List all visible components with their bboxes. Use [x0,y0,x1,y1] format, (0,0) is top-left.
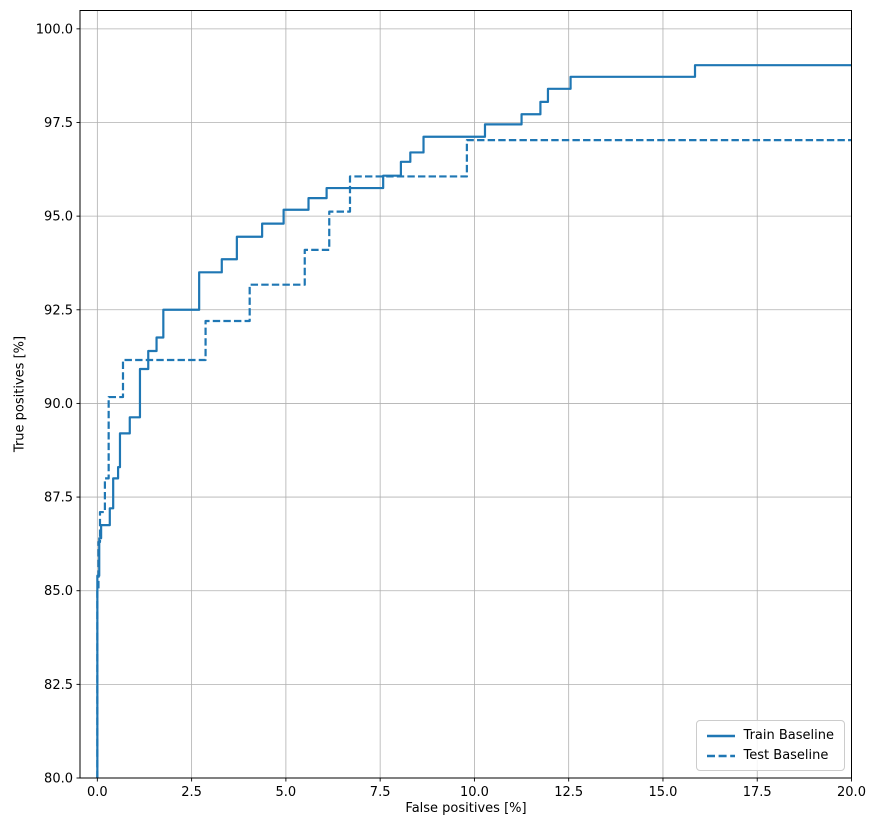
y-tick-label: 92.5 [44,303,73,318]
x-tick-label: 15.0 [648,785,677,800]
x-tick-label: 0.0 [87,785,108,800]
x-tick-label: 12.5 [554,785,583,800]
x-axis-title: False positives [%] [405,801,527,816]
legend-label-train-baseline: Train Baseline [743,728,834,743]
x-tick-label: 17.5 [743,785,772,800]
y-tick-label: 85.0 [44,584,73,599]
y-tick-label: 100.0 [36,22,73,37]
x-tick-label: 10.0 [460,785,489,800]
y-axis-title: True positives [%] [12,335,28,453]
y-tick-label: 97.5 [44,116,73,131]
test-baseline-line-icon [706,753,736,759]
x-tick-label: 7.5 [370,785,391,800]
legend-label-test-baseline: Test Baseline [743,748,829,763]
curve-test-baseline [96,139,852,778]
legend-item-train-baseline: Train Baseline [706,728,834,743]
y-tick-label: 80.0 [44,772,73,787]
x-tick-label: 5.0 [276,785,297,800]
x-tick-label: 2.5 [181,785,202,800]
x-tick-label: 20.0 [837,785,866,800]
y-tick-label: 95.0 [44,210,73,225]
y-tick-label: 90.0 [44,397,73,412]
y-tick-label: 82.5 [44,678,73,693]
legend: Train Baseline Test Baseline [695,720,845,771]
legend-item-test-baseline: Test Baseline [706,748,834,763]
axes-box [79,10,852,779]
y-tick-label: 87.5 [44,491,73,506]
train-baseline-line-icon [706,733,736,739]
curve-train-baseline [96,64,852,778]
